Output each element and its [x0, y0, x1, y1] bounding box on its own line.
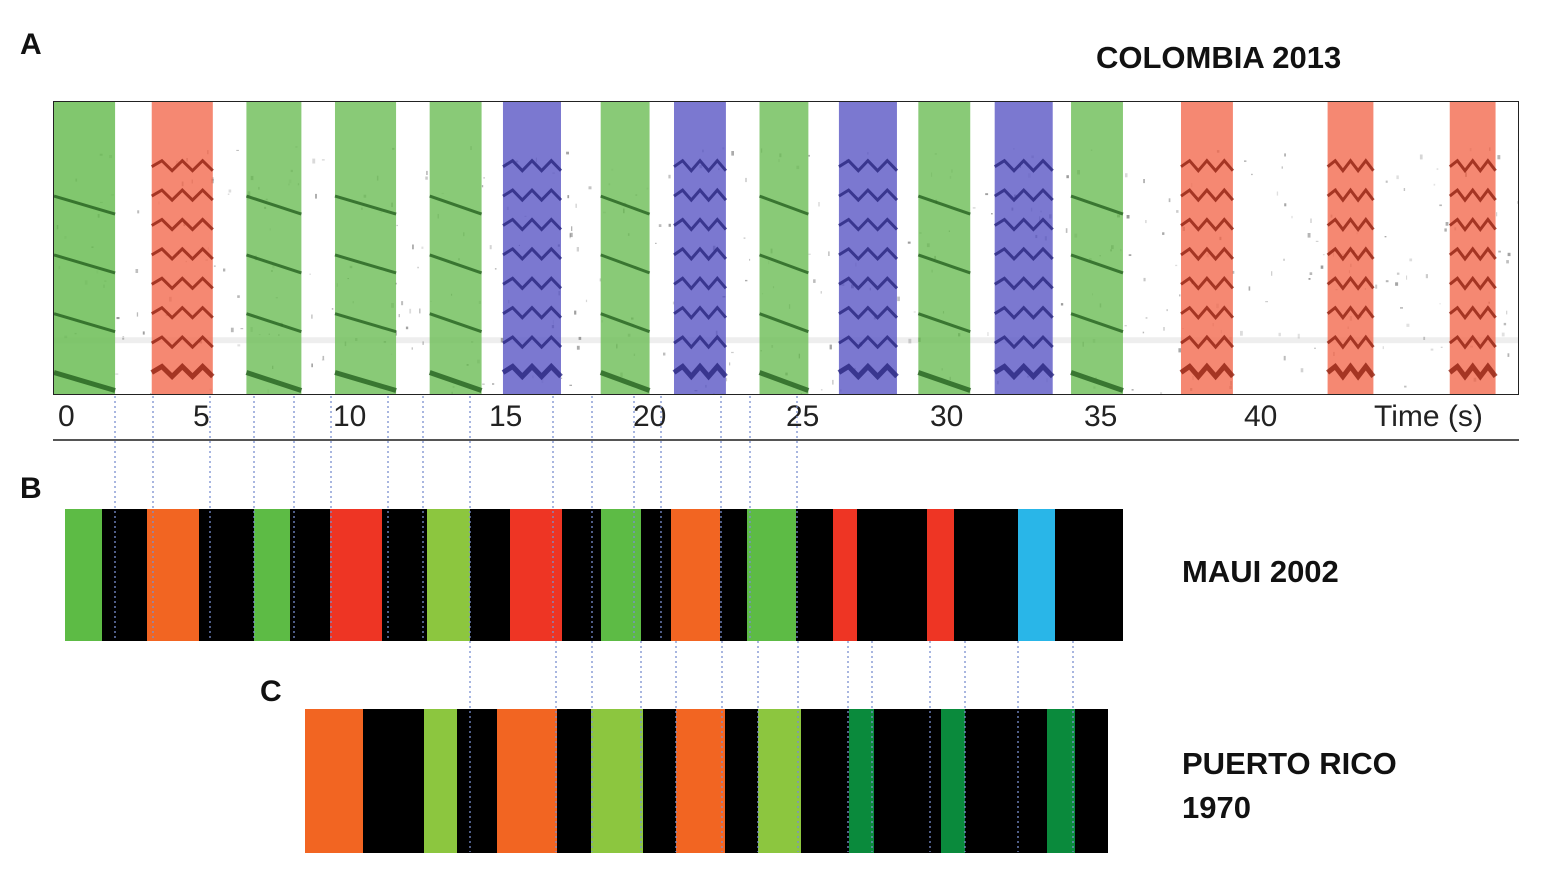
spectrogram-highlight-5	[429, 102, 482, 394]
maui-segment-11	[509, 509, 563, 641]
tick-20: 20	[633, 400, 667, 433]
puerto-rico-segment-9	[676, 709, 726, 853]
maui-segment-8	[381, 509, 428, 641]
spectrogram-highlight-3	[246, 102, 302, 394]
maui-segment-23	[1018, 509, 1056, 641]
puerto-rico-segment-17	[1047, 709, 1075, 853]
puerto-rico-segment-7	[590, 709, 644, 853]
puerto-rico-segment-16	[965, 709, 1048, 853]
spectrogram-highlight-13	[1071, 102, 1123, 394]
maui-segment-1	[65, 509, 103, 641]
tick-40: 40	[1244, 400, 1278, 433]
maui-segment-13	[601, 509, 642, 641]
tick-30: 30	[930, 400, 964, 433]
maui-segment-4	[199, 509, 255, 641]
puerto-rico-segment-6	[557, 709, 592, 853]
maui-title: MAUI 2002	[1182, 554, 1339, 589]
spectrogram-highlight-1	[54, 102, 116, 394]
puerto-rico-segment-2	[362, 709, 425, 853]
maui-segment-21	[927, 509, 955, 641]
maui-segment-24	[1054, 509, 1123, 641]
maui-segment-17	[747, 509, 797, 641]
puerto-rico-segment-14	[873, 709, 942, 853]
tick-10: 10	[333, 400, 367, 433]
puerto-rico-segment-1	[305, 709, 364, 853]
spectrogram-highlight-9	[759, 102, 809, 394]
tick-35: 35	[1084, 400, 1118, 433]
tick-15: 15	[489, 400, 523, 433]
axis-label: Time (s)	[1374, 400, 1483, 433]
maui-segment-6	[290, 509, 331, 641]
puerto-rico-title-line2: 1970	[1182, 790, 1251, 825]
maui-segment-19	[832, 509, 858, 641]
spectrogram-highlight-7	[600, 102, 650, 394]
maui-segment-5	[253, 509, 291, 641]
spectrogram-plot	[54, 102, 1518, 394]
puerto-rico-segment-13	[849, 709, 875, 853]
puerto-rico-segment-4	[457, 709, 498, 853]
maui-segment-3	[147, 509, 200, 641]
maui-segment-2	[101, 509, 148, 641]
maui-song-strip	[65, 509, 1123, 641]
maui-segment-7	[330, 509, 383, 641]
maui-segment-22	[954, 509, 1019, 641]
puerto-rico-segment-11	[758, 709, 802, 853]
panel-a-letter: A	[20, 28, 42, 61]
tick-25: 25	[786, 400, 820, 433]
tick-0: 0	[58, 400, 75, 433]
panel-c-letter: C	[260, 675, 282, 708]
puerto-rico-segment-12	[800, 709, 850, 853]
maui-segment-15	[671, 509, 721, 641]
maui-segment-12	[561, 509, 602, 641]
puerto-rico-title-line1: PUERTO RICO	[1182, 746, 1397, 781]
puerto-rico-segment-15	[940, 709, 966, 853]
maui-segment-10	[470, 509, 511, 641]
maui-segment-16	[719, 509, 748, 641]
puerto-rico-segment-5	[496, 709, 558, 853]
axis-line	[53, 439, 1519, 441]
colombia-title: COLOMBIA 2013	[1096, 40, 1342, 75]
maui-segment-14	[640, 509, 672, 641]
spectrogram-highlight-4	[334, 102, 397, 394]
spectrogram-highlight-11	[918, 102, 971, 394]
maui-segment-9	[427, 509, 471, 641]
maui-segment-18	[796, 509, 834, 641]
tick-5: 5	[193, 400, 210, 433]
puerto-rico-song-strip	[305, 709, 1109, 853]
maui-segment-20	[856, 509, 928, 641]
puerto-rico-segment-10	[724, 709, 759, 853]
puerto-rico-segment-18	[1074, 709, 1109, 853]
puerto-rico-segment-3	[423, 709, 458, 853]
panel-b-letter: B	[20, 472, 42, 505]
spectrogram	[53, 101, 1519, 395]
puerto-rico-title: PUERTO RICO 1970	[1182, 742, 1397, 830]
puerto-rico-segment-8	[642, 709, 677, 853]
